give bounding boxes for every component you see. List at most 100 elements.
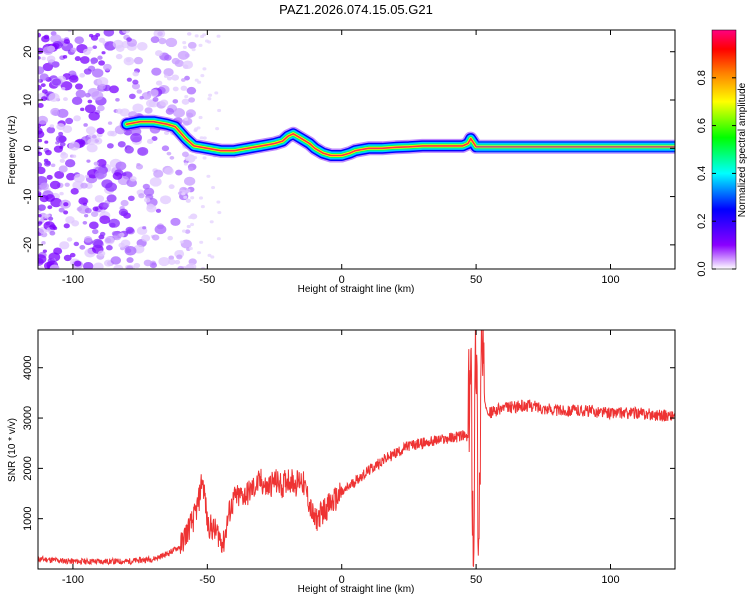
noise-blob	[172, 99, 179, 104]
noise-blob	[208, 93, 213, 97]
noise-blob	[188, 246, 193, 251]
noise-blob	[166, 151, 172, 156]
colorbar: 0.0 0.2 0.4 0.6 0.8 Normalized spectral ampl…	[696, 29, 748, 277]
noise-blob	[158, 37, 167, 45]
noise-blob	[188, 97, 196, 103]
noise-blob	[70, 188, 79, 195]
noise-blob	[151, 67, 162, 76]
noise-blob	[38, 32, 42, 38]
noise-blob	[155, 208, 162, 213]
noise-blob	[86, 143, 98, 153]
x-tick-label: 100	[601, 274, 619, 286]
noise-blob	[135, 163, 144, 170]
noise-blob	[138, 193, 145, 199]
noise-blob	[171, 57, 180, 65]
noise-blob	[39, 182, 50, 190]
noise-blob	[103, 259, 113, 267]
noise-blob	[42, 89, 48, 94]
noise-blob	[92, 45, 98, 49]
noise-blob	[88, 33, 94, 38]
noise-blob	[91, 68, 104, 78]
colorbar-tick-label: 0.8	[696, 70, 708, 85]
noise-blob	[182, 64, 189, 69]
noise-blob	[103, 63, 112, 71]
snr-frame	[37, 329, 676, 570]
noise-blob	[132, 71, 139, 77]
noise-blob	[93, 262, 104, 269]
noise-blob	[217, 210, 222, 215]
colorbar-frame	[711, 29, 737, 270]
noise-blob	[120, 210, 128, 217]
noise-blob	[190, 196, 195, 200]
noise-blob	[216, 34, 221, 38]
noise-blob	[61, 87, 66, 91]
noise-blob	[73, 115, 81, 122]
noise-blob	[184, 117, 189, 121]
noise-blob	[95, 32, 101, 37]
colorbar-tick-label: 0.6	[696, 118, 708, 133]
noise-blob	[98, 37, 106, 43]
noise-blob	[151, 234, 160, 241]
noise-blob	[133, 262, 141, 269]
noise-blob	[50, 34, 62, 44]
noise-blob	[184, 75, 190, 81]
noise-blob	[214, 91, 219, 95]
noise-blob	[202, 136, 207, 140]
noise-blob	[70, 47, 77, 53]
noise-blob	[88, 111, 100, 121]
noise-blob	[163, 68, 174, 77]
noise-blob	[169, 155, 175, 160]
noise-blob	[58, 131, 64, 136]
noise-blob	[150, 36, 160, 44]
noise-blob	[168, 258, 176, 265]
noise-blob	[84, 207, 92, 214]
noise-blob	[43, 161, 51, 167]
snr-x-ticks: -100 -50 0 50 100	[62, 330, 620, 586]
noise-blob	[58, 207, 65, 213]
noise-blob	[167, 235, 174, 241]
noise-blob	[46, 174, 53, 180]
noise-blob	[186, 262, 197, 269]
noise-blob	[187, 41, 197, 49]
noise-blob	[83, 213, 89, 218]
noise-blob	[182, 45, 187, 49]
noise-blob	[84, 104, 96, 114]
noise-blob	[53, 145, 63, 153]
noise-blob	[74, 36, 85, 44]
noise-blob	[132, 79, 139, 85]
noise-blob	[170, 217, 181, 226]
noise-blob	[82, 262, 94, 269]
colorbar-gradient	[712, 30, 736, 269]
noise-blob	[44, 140, 49, 144]
noise-blob	[124, 246, 137, 256]
noise-blob	[128, 93, 136, 100]
noise-blob	[104, 236, 115, 245]
colorbar-ticks: 0.0 0.2 0.4 0.6 0.8	[696, 29, 737, 277]
noise-blob	[103, 30, 115, 37]
noise-blob	[38, 84, 42, 91]
noise-blob	[126, 257, 134, 263]
noise-blob	[43, 34, 50, 40]
noise-blob	[66, 237, 73, 242]
y-tick-label: 3000	[22, 406, 34, 430]
noise-blob	[96, 77, 109, 87]
noise-blob	[38, 66, 45, 75]
noise-blob	[94, 195, 105, 203]
noise-blob	[198, 43, 203, 48]
noise-blob	[92, 206, 99, 212]
noise-blob	[173, 108, 185, 118]
noise-blob	[92, 228, 99, 235]
steady-tone-halo	[476, 140, 675, 153]
spectrogram-x-ticks: -100 -50 0 50 100	[62, 30, 620, 286]
noise-blob	[66, 172, 76, 181]
snr-y-ticks: 1000 2000 3000 4000	[22, 355, 675, 531]
noise-blob	[50, 197, 62, 208]
noise-blob	[211, 185, 216, 190]
snr-y-axis-label: SNR (10 * v/v)	[7, 418, 18, 482]
noise-blob	[188, 166, 194, 172]
noise-blob	[209, 220, 214, 224]
noise-blob	[106, 245, 113, 251]
noise-blob	[87, 99, 93, 104]
noise-blob	[97, 250, 106, 257]
